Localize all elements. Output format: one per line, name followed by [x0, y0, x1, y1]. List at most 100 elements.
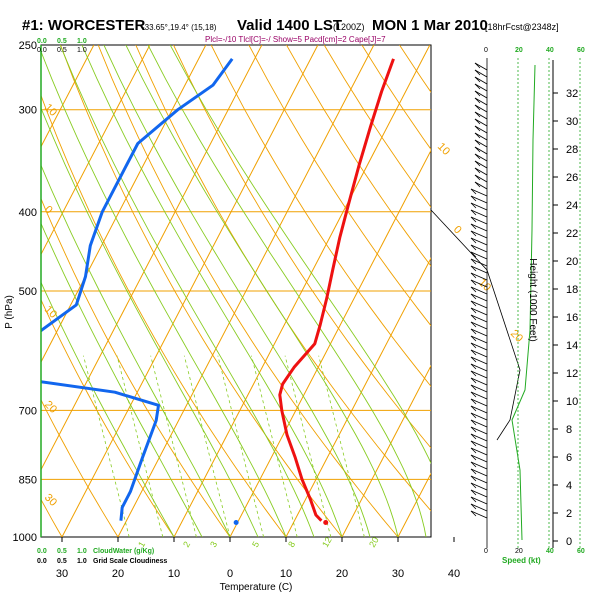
- cloud-top-black-05: 0.5: [57, 47, 67, 54]
- wind-barb-flag: [474, 153, 481, 160]
- wind-barb-flag: [474, 146, 481, 153]
- wind-barb: [470, 433, 488, 442]
- height-tick-label: 8: [566, 424, 572, 436]
- y-tick-label: 300: [19, 105, 37, 117]
- cloudwater-label: CloudWater (g/Kg): [93, 548, 154, 555]
- mixing-ratio-line: [116, 355, 164, 537]
- wind-barb: [474, 69, 488, 78]
- wind-barb-flag: [474, 62, 481, 69]
- wind-barb-flag: [470, 482, 477, 489]
- wind-barb-flag: [470, 419, 477, 426]
- wind-barb-flag: [470, 279, 477, 286]
- wind-barb-flag: [470, 440, 477, 447]
- height-tick-label: 24: [566, 200, 578, 212]
- isotherm-line: [41, 45, 151, 256]
- height-tick-label: 14: [566, 340, 578, 352]
- mixing-ratio-label: 20: [367, 535, 381, 549]
- wind-barb: [470, 503, 488, 512]
- wind-barb: [470, 300, 488, 309]
- wind-barb-flag: [470, 335, 477, 342]
- wind-barb-flag: [470, 412, 477, 419]
- moist-adiabat: [59, 45, 315, 537]
- wind-barb-flag: [470, 384, 477, 391]
- wind-barb: [470, 384, 488, 393]
- wind-barb: [474, 90, 488, 99]
- speed-label: Speed (kt): [502, 556, 541, 565]
- wind-barb-flag: [470, 391, 477, 398]
- moist-adiabat: [41, 281, 175, 537]
- wind-barb: [470, 377, 488, 386]
- moist-adiabat: [147, 45, 427, 537]
- wind-barb: [470, 279, 488, 288]
- wind-barb: [470, 468, 488, 477]
- wind-barb-flag: [470, 398, 477, 405]
- wind-barb: [470, 363, 488, 372]
- wind-barb: [470, 244, 488, 253]
- dry-adiabat: [41, 197, 231, 537]
- y-tick-label: 1000: [13, 532, 37, 544]
- wind-barb-flag: [470, 216, 477, 223]
- dry-adiabat: [173, 45, 431, 449]
- wind-barb: [470, 510, 488, 519]
- cloud-bot-0: 0.0: [37, 548, 47, 555]
- cloud-top-black-0: 0.0: [37, 47, 47, 54]
- y-tick-label: 850: [19, 474, 37, 486]
- wind-barb: [470, 349, 488, 358]
- wind-barb: [470, 209, 488, 218]
- moist-adiabat: [169, 45, 431, 465]
- speed-bot-40: 40: [546, 548, 554, 555]
- height-tick-label: 20: [566, 256, 578, 268]
- wind-barb: [474, 111, 488, 120]
- isotherm-line: [117, 45, 375, 537]
- wind-barb-flag: [470, 468, 477, 475]
- wind-barb: [470, 230, 488, 239]
- wind-barb: [474, 125, 488, 134]
- wind-barb: [470, 321, 488, 330]
- x-axis-title: Temperature (C): [220, 582, 293, 593]
- wind-barb: [470, 342, 488, 351]
- moist-adiabat: [103, 45, 371, 537]
- height-tick-label: 22: [566, 228, 578, 240]
- mixing-ratio-line: [217, 355, 264, 537]
- wind-barb: [470, 426, 488, 435]
- wind-barb-flag: [470, 426, 477, 433]
- wind-barb: [470, 489, 488, 498]
- date-label: MON 1 Mar 2010: [372, 17, 488, 34]
- wind-barb-flag: [474, 104, 481, 111]
- wind-barb: [470, 202, 488, 211]
- wind-barb: [470, 419, 488, 428]
- wind-barb-flag: [474, 90, 481, 97]
- dry-adiabat: [135, 45, 431, 512]
- valid-utc: (1200Z): [333, 22, 365, 32]
- wind-barb-flag: [470, 223, 477, 230]
- isotherm-line: [510, 45, 600, 537]
- moist-adiabat: [81, 45, 343, 537]
- height-tick-label: 18: [566, 284, 578, 296]
- speed-top-0: 0: [484, 47, 488, 54]
- wind-barb-flag: [470, 377, 477, 384]
- mixing-ratio-label: 8: [286, 540, 297, 549]
- x-tick-label: 40: [448, 568, 460, 580]
- wind-barb: [470, 188, 488, 197]
- cloud-top-black-1: 1.0: [77, 47, 87, 54]
- wind-profile: [430, 58, 581, 548]
- wind-barb-flag: [470, 405, 477, 412]
- wind-barb-flag: [470, 475, 477, 482]
- wind-barb-flag: [470, 447, 477, 454]
- isotherm-label: 10: [435, 141, 452, 158]
- moist-adiabat: [41, 164, 231, 537]
- cloud-top-1: 1.0: [77, 38, 87, 45]
- moist-adiabat: [125, 45, 399, 537]
- wind-barb-flag: [474, 76, 481, 83]
- height-axis-title: Height (1000 Feet): [527, 258, 538, 341]
- wind-barb-flag: [474, 118, 481, 125]
- cloud-bot-black-1: 1.0: [77, 558, 87, 565]
- wind-barb-flag: [474, 167, 481, 174]
- tropopause-line: [430, 209, 521, 441]
- wind-barb: [474, 153, 488, 162]
- wind-barb-flag: [470, 195, 477, 202]
- wind-barb-flag: [470, 258, 477, 265]
- wind-barb-flag: [470, 202, 477, 209]
- wind-barb: [470, 461, 488, 470]
- dry-adiabat: [588, 45, 600, 537]
